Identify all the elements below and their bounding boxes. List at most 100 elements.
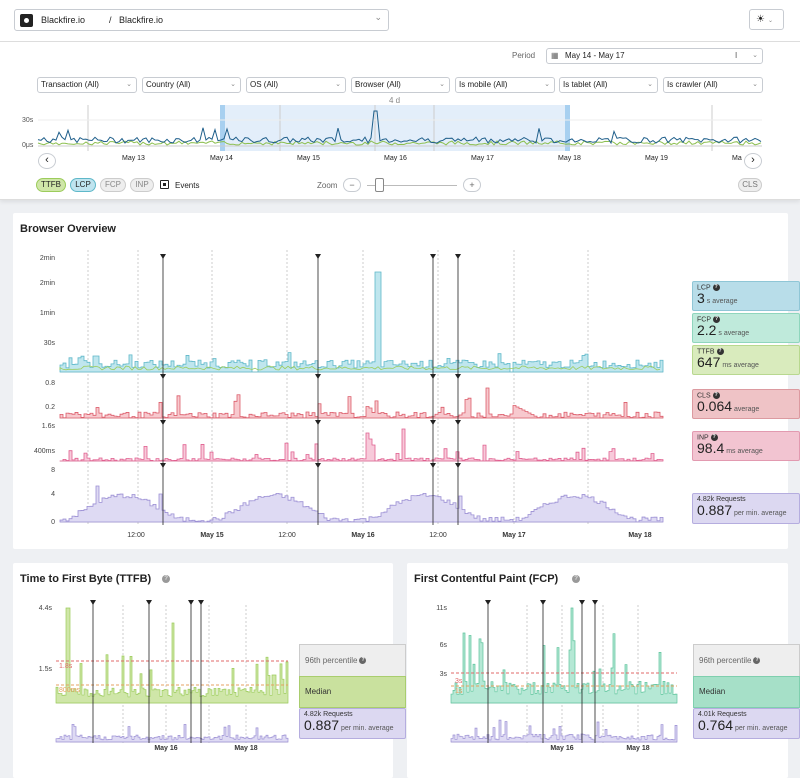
- stat-name: CLS: [697, 392, 711, 400]
- help-icon[interactable]: ?: [712, 392, 720, 399]
- filter-country[interactable]: Country (All) ⌄: [142, 77, 241, 93]
- stat-unit: s average: [718, 330, 750, 338]
- ttfb-stat[interactable]: TTFB? 647 ms average: [692, 345, 800, 375]
- fcp-median-box[interactable]: Median: [693, 676, 800, 708]
- inp-stat[interactable]: INP? 98.4 ms average: [692, 431, 800, 461]
- deploy-event-markers[interactable]: [485, 600, 598, 743]
- requests-stat[interactable]: 4.82k Requests 0.887 per min. average: [692, 493, 800, 524]
- deploy-event-markers[interactable]: [90, 600, 204, 743]
- toggle-cls-chip[interactable]: CLS: [738, 178, 762, 192]
- toggle-fcp-chip[interactable]: FCP: [100, 178, 126, 192]
- deploy-event-marker-icon[interactable]: [430, 374, 436, 379]
- selected-range[interactable]: [222, 105, 568, 151]
- zoom-out-button[interactable]: −: [343, 178, 361, 192]
- help-icon[interactable]: ?: [710, 434, 718, 441]
- deploy-event-marker-icon[interactable]: [579, 600, 585, 605]
- period-selector[interactable]: ▦ May 14 - May 17 I ⌄: [546, 48, 763, 64]
- theme-toggle-button[interactable]: ☀ ⌄: [749, 9, 784, 30]
- help-icon[interactable]: ?: [359, 657, 367, 665]
- median-value: 1s: [455, 688, 463, 695]
- breadcrumb-separator: /: [109, 15, 112, 25]
- calendar-icon: ▦: [551, 51, 559, 60]
- deploy-event-marker-icon[interactable]: [430, 463, 436, 468]
- ttfb-chart[interactable]: 4.4s 1.5s 1.8s 800ms May 16 May 18: [13, 595, 293, 760]
- deploy-event-marker-icon[interactable]: [160, 374, 166, 379]
- ttfb-requests-stat[interactable]: 4.82k Requests 0.887 per min. average: [299, 708, 406, 739]
- zoom-in-button[interactable]: +: [463, 178, 481, 192]
- help-icon[interactable]: ?: [162, 575, 170, 583]
- deploy-event-marker-icon[interactable]: [455, 374, 461, 379]
- deploy-event-marker-icon[interactable]: [485, 600, 491, 605]
- filter-is-tablet[interactable]: Is tablet (All) ⌄: [559, 77, 658, 93]
- fcp-requests-stat[interactable]: 4.01k Requests 0.764 per min. average: [693, 708, 800, 739]
- filter-transaction[interactable]: Transaction (All) ⌄: [37, 77, 137, 93]
- x-tick: May 17: [502, 532, 525, 539]
- toggle-ttfb-chip[interactable]: TTFB: [36, 178, 66, 192]
- deploy-event-marker-icon[interactable]: [198, 600, 204, 605]
- x-tick: 12:00: [429, 532, 447, 539]
- deploy-event-marker-icon[interactable]: [188, 600, 194, 605]
- browser-overview-chart[interactable]: 2min 2min 1min 30s 0.8 0.2 1.6s 400ms 8 …: [13, 240, 668, 545]
- deploy-event-marker-icon[interactable]: [430, 254, 436, 259]
- deploy-event-marker-icon[interactable]: [540, 600, 546, 605]
- stat-value: 647: [697, 354, 721, 371]
- x-tick: May 16: [154, 745, 177, 752]
- deploy-event-marker-icon[interactable]: [160, 254, 166, 259]
- ttfb-p96-box[interactable]: 96th percentile?: [299, 644, 406, 677]
- stat-unit: per min. average: [735, 725, 788, 732]
- y-tick: 8: [51, 467, 55, 474]
- deploy-event-marker-icon[interactable]: [90, 600, 96, 605]
- filter-browser[interactable]: Browser (All) ⌄: [351, 77, 450, 93]
- deploy-event-marker-icon[interactable]: [455, 420, 461, 425]
- filter-label: OS (All): [250, 80, 278, 89]
- zoom-slider-track[interactable]: [367, 185, 457, 186]
- fcp-stat[interactable]: FCP? 2.2 s average: [692, 313, 800, 343]
- requests-area: [59, 485, 664, 523]
- events-checkbox[interactable]: [160, 180, 169, 189]
- lcp-stat[interactable]: LCP? 3 s average: [692, 281, 800, 311]
- stat-name: 4.82k Requests: [304, 711, 353, 718]
- chevron-down-icon: ⌄: [374, 12, 382, 22]
- deploy-event-markers[interactable]: [160, 254, 461, 525]
- deploy-event-marker-icon[interactable]: [160, 420, 166, 425]
- x-tick: May 17: [471, 155, 494, 162]
- fcp-chart[interactable]: 11s 6s 3s 3s 1s May 16 May 18: [407, 595, 687, 760]
- deploy-event-marker-icon[interactable]: [455, 463, 461, 468]
- fcp-p96-box[interactable]: 96th percentile?: [693, 644, 800, 677]
- browser-overview-card: Browser Overview: [13, 213, 788, 549]
- deploy-event-marker-icon[interactable]: [315, 254, 321, 259]
- toggle-inp-chip[interactable]: INP: [130, 178, 154, 192]
- stat-name: LCP: [697, 284, 711, 292]
- help-icon[interactable]: ?: [713, 316, 720, 323]
- range-handle-left[interactable]: [220, 105, 225, 151]
- zoom-slider-handle[interactable]: [375, 178, 384, 192]
- y-tick: 30s: [44, 340, 56, 347]
- help-icon[interactable]: ?: [712, 284, 720, 291]
- deploy-event-marker-icon[interactable]: [455, 254, 461, 259]
- page-title: Browser Overview: [20, 223, 116, 235]
- deploy-event-marker-icon[interactable]: [315, 374, 321, 379]
- deploy-event-marker-icon[interactable]: [146, 600, 152, 605]
- toggle-lcp-chip[interactable]: LCP: [70, 178, 96, 192]
- app-selector[interactable]: Blackfire.io / Blackfire.io ⌄: [14, 9, 389, 31]
- timeline-minimap[interactable]: [0, 105, 800, 155]
- deploy-event-marker-icon[interactable]: [315, 420, 321, 425]
- chevron-right-icon[interactable]: ›: [744, 153, 762, 169]
- stat-value: 98.4: [697, 440, 725, 457]
- filter-os[interactable]: OS (All) ⌄: [246, 77, 346, 93]
- help-icon[interactable]: ?: [572, 575, 580, 583]
- cls-stat[interactable]: CLS? 0.064 average: [692, 389, 800, 419]
- deploy-event-marker-icon[interactable]: [430, 420, 436, 425]
- deploy-event-marker-icon[interactable]: [160, 463, 166, 468]
- deploy-event-marker-icon[interactable]: [592, 600, 598, 605]
- help-icon[interactable]: ?: [716, 348, 724, 355]
- deploy-event-marker-icon[interactable]: [315, 463, 321, 468]
- filter-is-crawler[interactable]: Is crawler (All) ⌄: [663, 77, 763, 93]
- top-panel: Blackfire.io / Blackfire.io ⌄ ☀ ⌄ Period …: [0, 0, 800, 200]
- filter-is-mobile[interactable]: Is mobile (All) ⌄: [455, 77, 555, 93]
- zoom-label: Zoom: [317, 181, 338, 190]
- ttfb-median-box[interactable]: Median: [299, 676, 406, 708]
- chevron-left-icon[interactable]: ‹: [38, 153, 56, 169]
- help-icon[interactable]: ?: [753, 657, 761, 665]
- range-handle-right[interactable]: [565, 105, 570, 151]
